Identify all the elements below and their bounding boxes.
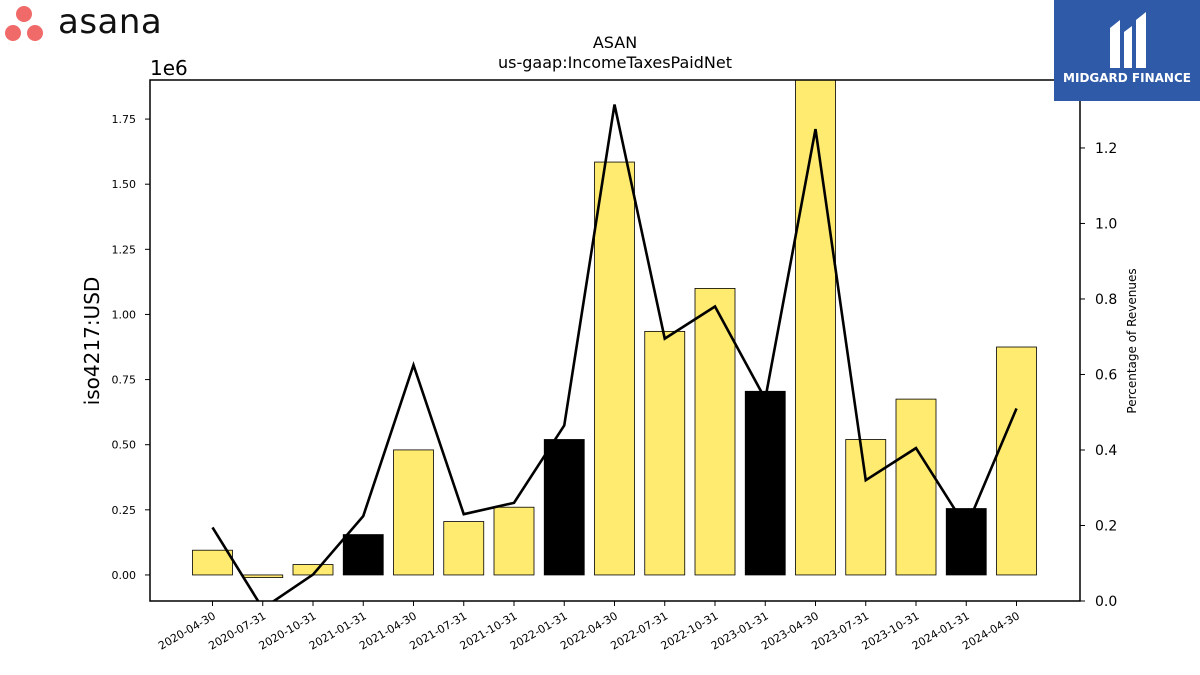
y-axis-label: iso4217:USD: [80, 277, 104, 406]
y2-tick-label: 0.4: [1095, 443, 1117, 459]
bar: [795, 79, 836, 576]
bar: [945, 508, 987, 576]
bar: [393, 449, 434, 576]
y2-tick-label: 0.0: [1095, 594, 1117, 610]
bar: [342, 534, 384, 576]
bar: [192, 549, 233, 576]
bar: [594, 161, 635, 576]
bar: [845, 439, 887, 576]
bar: [744, 390, 786, 576]
bar: [443, 521, 485, 576]
bar: [543, 439, 585, 576]
bar: [895, 398, 937, 576]
y2-tick-label: 1.2: [1095, 141, 1117, 157]
midgard-wordmark: MIDGARD FINANCE: [1063, 71, 1191, 85]
y-tick-label: 1.25: [112, 243, 137, 256]
y-offset-text: 1e6: [150, 56, 188, 80]
y-tick-label: 1.50: [112, 178, 137, 191]
y-tick-label: 0.75: [112, 374, 137, 387]
bar: [996, 346, 1037, 576]
asana-logo: asana: [4, 2, 162, 42]
bar: [644, 330, 686, 576]
bar: [242, 574, 284, 578]
bar: [493, 506, 535, 576]
chart-subtitle: us-gaap:IncomeTaxesPaidNet: [498, 53, 732, 72]
asana-wordmark: asana: [58, 2, 163, 42]
y-tick-label: 0.50: [112, 439, 137, 452]
midgard-mark-icon: [1110, 12, 1146, 68]
y-tick-label: 0.25: [112, 504, 137, 517]
asana-dots-icon: [5, 6, 43, 41]
y-tick-label: 0.00: [112, 569, 137, 582]
y2-tick-label: 0.8: [1095, 292, 1117, 308]
y2-tick-label: 1.0: [1095, 216, 1117, 232]
y2-tick-label: 0.2: [1095, 518, 1117, 534]
x-tick-label: 2024-04-30: [960, 609, 1022, 652]
y-tick-label: 1.75: [112, 113, 137, 126]
y-tick-label: 1.00: [112, 308, 137, 321]
bar: [694, 287, 736, 576]
y2-axis-label: Percentage of Revenues: [1125, 268, 1139, 413]
chart-title: ASAN: [593, 33, 637, 52]
y2-tick-label: 0.6: [1095, 367, 1117, 383]
midgard-finance-logo: MIDGARD FINANCE: [1054, 0, 1200, 101]
percentage-line: [211, 104, 1018, 601]
